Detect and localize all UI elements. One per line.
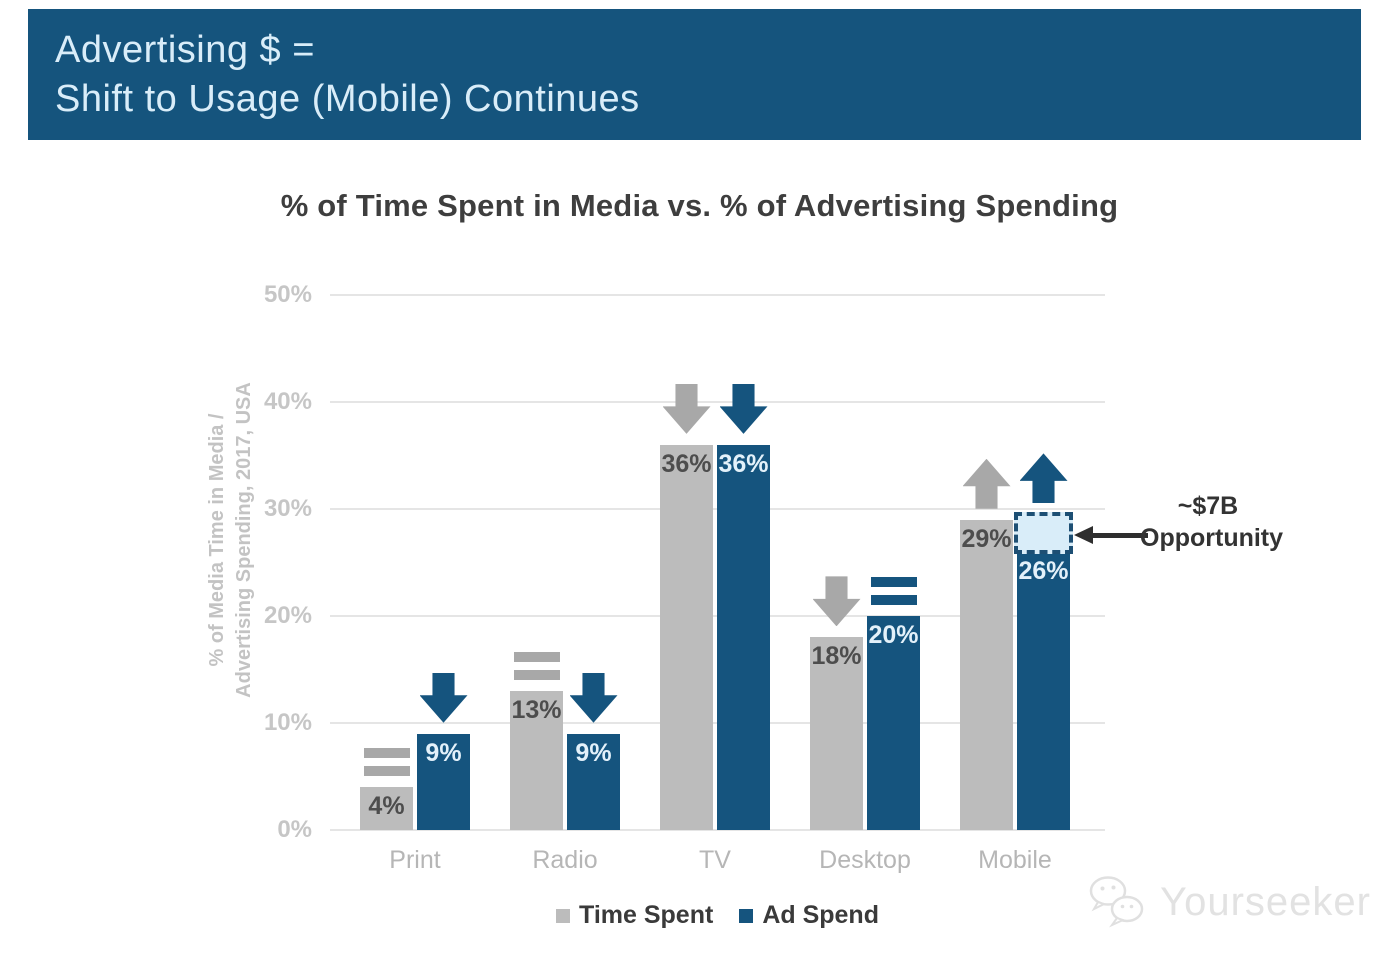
equal-bar-top (513, 651, 560, 662)
chart-legend: Time Spent Ad Spend (330, 901, 1105, 930)
bar-value-label: 9% (425, 738, 462, 767)
bar-print-ad-spend: 9% (417, 733, 470, 830)
trend-up-icon (1019, 453, 1068, 504)
bar-value-label: 9% (575, 738, 612, 767)
y-tick-label: 0% (277, 816, 312, 843)
legend-item-ad-spend: Ad Spend (739, 901, 879, 930)
equal-bar-bottom (363, 766, 410, 777)
bar-tv-ad-spend: 36% (717, 444, 770, 830)
bar-radio-time-spent: 13% (510, 690, 563, 830)
annotation-line-1: ~$7B (1177, 492, 1239, 520)
legend-label: Ad Spend (762, 901, 879, 929)
header-line-2: Shift to Usage (Mobile) Continues (55, 78, 640, 120)
bar-mobile-ad-spend: 26% (1017, 551, 1070, 830)
trend-equal-icon (363, 748, 410, 777)
bar-mobile-time-spent: 29% (960, 519, 1013, 830)
bar-value-label: 29% (961, 524, 1012, 553)
chart-title: % of Time Spent in Media vs. % of Advert… (280, 188, 1119, 223)
trend-down-icon (812, 576, 861, 627)
legend-swatch-icon (739, 908, 754, 923)
annotation-line-2: Opportunity (1140, 524, 1284, 552)
legend-label: Time Spent (579, 901, 714, 929)
trend-down-icon (662, 383, 711, 434)
trend-down-icon (719, 383, 768, 434)
trend-up-icon (962, 458, 1011, 509)
y-tick-label: 40% (263, 388, 312, 415)
plot-area: 0% 10% 20% 30% 40% 50% Print 4% 9% Radio 13% 9% TV 36… (264, 281, 1105, 874)
watermark: Yourseeker (1086, 874, 1371, 930)
y-tick-label: 30% (263, 495, 312, 522)
gridline (330, 294, 1105, 296)
category-label-print: Print (389, 846, 441, 874)
bar-value-label: 20% (868, 621, 919, 649)
header-line-1: Advertising $ = (55, 29, 315, 71)
y-axis-label-line-2: Advertising Spending, 2017, USA (233, 382, 255, 698)
bar-desktop-ad-spend: 20% (867, 616, 920, 830)
legend-swatch-icon (556, 908, 571, 923)
bar-tv-time-spent: 36% (660, 444, 713, 830)
opportunity-annotation: ~$7B Opportunity (1140, 490, 1284, 554)
category-label-desktop: Desktop (819, 846, 911, 874)
bar-value-label: 36% (718, 449, 769, 478)
bar-print-time-spent: 4% (360, 787, 413, 830)
category-label-tv: TV (699, 846, 731, 874)
chat-bubbles-icon (1089, 876, 1144, 928)
opportunity-box (1014, 512, 1073, 554)
bar-value-label: 26% (1018, 556, 1069, 585)
category-label-radio: Radio (532, 846, 598, 874)
gridline (330, 829, 1105, 831)
trend-equal-icon (513, 651, 560, 680)
category-label-mobile: Mobile (978, 846, 1052, 874)
equal-bar-bottom (870, 595, 917, 605)
bar-radio-ad-spend: 9% (567, 733, 620, 830)
bar-value-label: 4% (368, 792, 405, 821)
bar-value-label: 18% (811, 642, 862, 671)
gridline (330, 401, 1105, 403)
header-banner: Advertising $ = Shift to Usage (Mobile) … (28, 9, 1361, 140)
legend-item-time-spent: Time Spent (556, 901, 713, 930)
y-tick-label: 50% (263, 281, 312, 308)
bar-desktop-time-spent: 18% (810, 637, 863, 830)
y-axis-label: % of Media Time in Media / Advertising S… (204, 382, 258, 698)
equal-bar-top (870, 577, 917, 587)
equal-bar-bottom (513, 669, 560, 680)
y-tick-label: 20% (263, 602, 312, 629)
y-axis-label-line-1: % of Media Time in Media / (206, 413, 228, 667)
bar-value-label: 36% (661, 449, 712, 478)
annotation-arrow-shaft (1092, 533, 1148, 538)
trend-down-icon (569, 672, 618, 723)
trend-down-icon (419, 672, 468, 723)
annotation-arrow-icon (1074, 526, 1093, 544)
equal-bar-top (363, 748, 410, 759)
trend-equal-icon (870, 577, 917, 605)
bar-value-label: 13% (511, 695, 562, 724)
y-tick-label: 10% (263, 709, 312, 736)
watermark-text: Yourseeker (1160, 879, 1371, 924)
